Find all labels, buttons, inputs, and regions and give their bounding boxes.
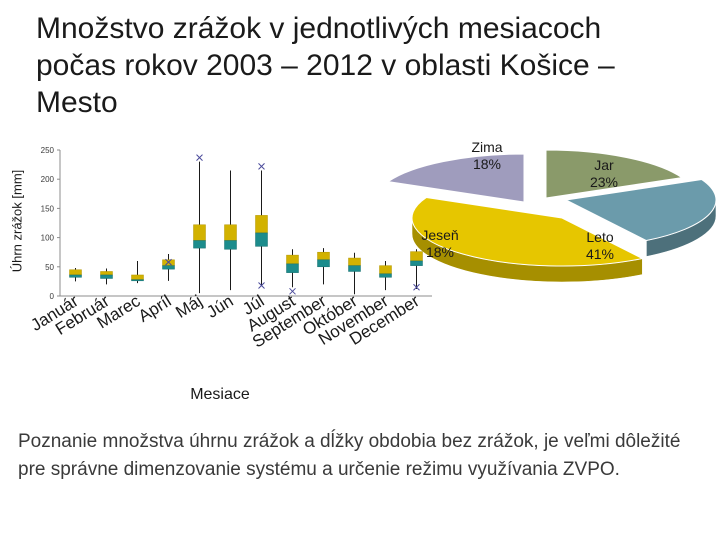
box-lower-quartile xyxy=(100,274,113,279)
box-upper-quartile xyxy=(348,257,361,266)
y-tick-label: 200 xyxy=(41,175,55,184)
box-lower-quartile xyxy=(162,265,175,270)
outlier-stroke xyxy=(258,282,265,289)
outlier-marker xyxy=(289,287,296,295)
box-upper-quartile xyxy=(255,215,268,234)
y-tick-label: 250 xyxy=(41,146,55,155)
box-lower-quartile xyxy=(348,265,361,272)
box-3 xyxy=(131,260,144,284)
box-12 xyxy=(410,249,423,289)
outlier-stroke xyxy=(258,162,265,170)
pie-slice-leto xyxy=(411,197,644,267)
y-tick-label: 150 xyxy=(41,204,55,213)
pie-slice-jeseň xyxy=(386,153,525,203)
box-lower-quartile xyxy=(131,279,144,282)
box-lower-quartile xyxy=(317,259,330,268)
pie-label-name: Jeseň xyxy=(421,227,458,243)
box-9 xyxy=(317,248,330,285)
pie-slice-jar xyxy=(564,179,717,242)
y-tick-label: 50 xyxy=(45,263,54,272)
box-8 xyxy=(286,249,299,288)
y-tick-label: 0 xyxy=(50,292,55,301)
box-11 xyxy=(379,260,392,291)
outlier-stroke xyxy=(196,154,203,161)
box-upper-quartile xyxy=(317,251,330,261)
pie-label-name: Jar xyxy=(594,157,614,173)
monthly-box-plot: 050100150200250JanuárFebruárMarecAprílMá… xyxy=(27,146,432,351)
box-lower-quartile xyxy=(286,263,299,273)
box-2 xyxy=(100,268,113,285)
slide-body-text: Poznanie množstva úhrnu zrážok a dĺžky o… xyxy=(18,431,681,480)
outlier-stroke xyxy=(289,287,296,295)
box-5 xyxy=(193,161,206,294)
outlier-marker xyxy=(413,283,420,291)
outlier-stroke xyxy=(165,258,172,266)
box-lower-quartile xyxy=(255,232,268,247)
box-6 xyxy=(224,170,237,291)
box-lower-quartile xyxy=(193,240,206,249)
outlier-marker xyxy=(258,282,265,289)
box-lower-quartile xyxy=(224,240,237,250)
box-upper-quartile xyxy=(193,224,206,241)
box-upper-quartile xyxy=(286,254,299,265)
box-upper-quartile xyxy=(379,265,392,275)
box-1 xyxy=(69,267,82,282)
pie-label-percent: 18% xyxy=(426,244,454,260)
pie-label-percent: 41% xyxy=(586,246,614,262)
pie-label-percent: 23% xyxy=(590,174,618,190)
box-upper-quartile xyxy=(410,251,423,262)
box-upper-quartile xyxy=(224,224,237,241)
box-lower-quartile xyxy=(69,274,82,278)
box-upper-quartile xyxy=(69,269,82,276)
pie-label-name: Zima xyxy=(471,139,502,155)
outlier-stroke xyxy=(413,283,420,291)
outlier-marker xyxy=(196,154,203,161)
outlier-marker xyxy=(165,258,172,266)
slide-title: Množstvo zrážok v jednotlivých mesiacoch… xyxy=(36,12,615,119)
box-chart-x-axis-label: Mesiace xyxy=(190,386,250,403)
box-upper-quartile xyxy=(131,274,144,280)
box-upper-quartile xyxy=(100,271,113,276)
box-10 xyxy=(348,252,361,295)
box-lower-quartile xyxy=(410,260,423,266)
pie-label-name: Leto xyxy=(586,229,613,245)
pie-label-percent: 18% xyxy=(473,156,501,172)
box-4 xyxy=(162,253,175,281)
pie-slice-zima xyxy=(545,149,684,199)
box-7 xyxy=(255,170,268,286)
outlier-marker xyxy=(258,162,265,170)
y-tick-label: 100 xyxy=(41,234,55,243)
box-lower-quartile xyxy=(379,273,392,278)
